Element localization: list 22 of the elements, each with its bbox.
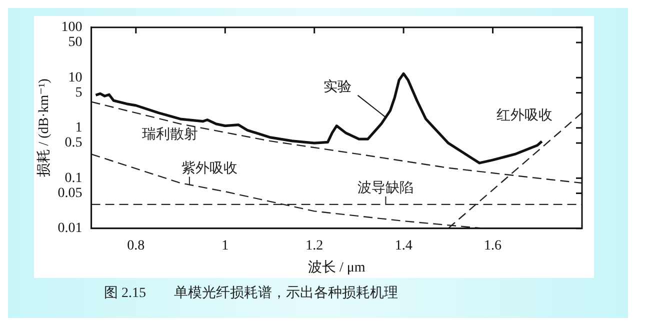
x-tick-label: 1.4 — [394, 238, 412, 254]
series-label: 红外吸收 — [496, 107, 552, 124]
x-tick-label: 1.6 — [484, 238, 502, 254]
x-tick-label: 1 — [222, 238, 229, 254]
y-tick-label: 0.01 — [58, 221, 82, 236]
y-axis-title: 损耗 / (dB·km⁻¹) — [36, 78, 52, 178]
series-label: 瑞利散射 — [142, 126, 198, 143]
y-tick-label: 0.1 — [64, 170, 82, 186]
series-label: 紫外吸收 — [181, 160, 238, 176]
y-tick-label: 0.5 — [64, 136, 82, 151]
y-tick-label: 100 — [61, 20, 82, 36]
y-tick-label: 0.05 — [58, 186, 82, 201]
x-tick-label: 1.2 — [306, 238, 324, 254]
y-tick-label: 5 — [75, 85, 82, 100]
y-tick-label: 10 — [68, 70, 82, 86]
x-axis-title: 波长 / μm — [308, 259, 366, 276]
text: 实验 — [324, 78, 352, 95]
y-tick-label: 50 — [68, 35, 82, 50]
x-tick-label: 0.8 — [127, 238, 145, 254]
caption: 图 2.15 单模光纤损耗谱，示出各种损耗机理 — [104, 284, 399, 302]
series-label: 波导缺陷 — [358, 180, 414, 196]
y-tick-label: 1 — [75, 120, 82, 136]
